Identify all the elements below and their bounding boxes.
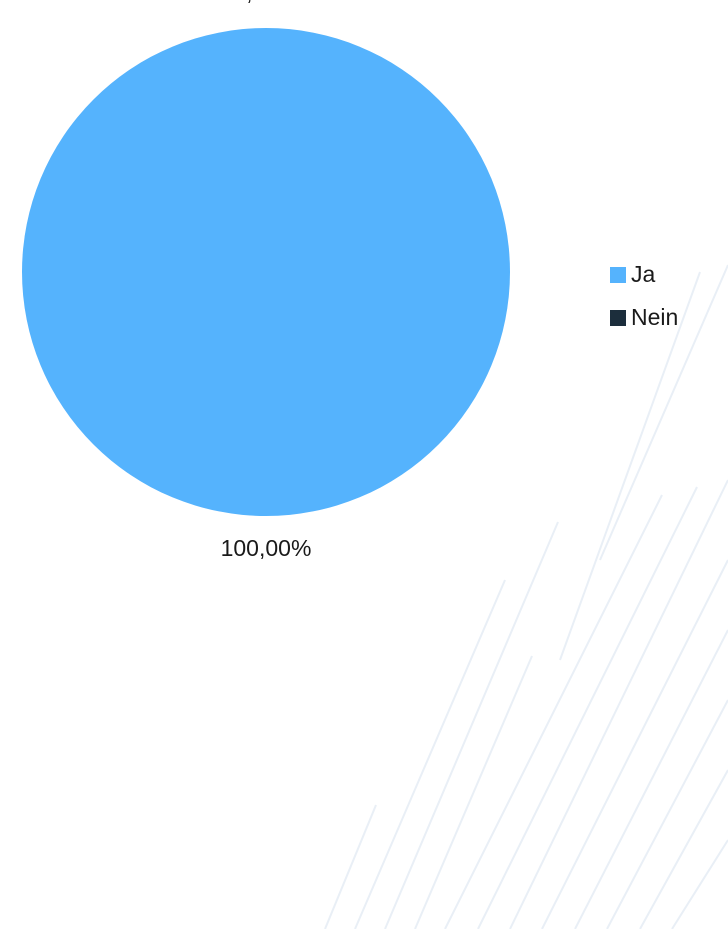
legend-swatch — [610, 267, 626, 283]
legend-swatch — [610, 310, 626, 326]
pie-slice — [22, 28, 510, 516]
value-label: 100,00% — [221, 535, 312, 561]
value-label: 0,00% — [233, 0, 298, 5]
legend-label: Nein — [631, 304, 678, 330]
background-decoration — [324, 264, 728, 929]
legend-label: Ja — [631, 261, 656, 287]
